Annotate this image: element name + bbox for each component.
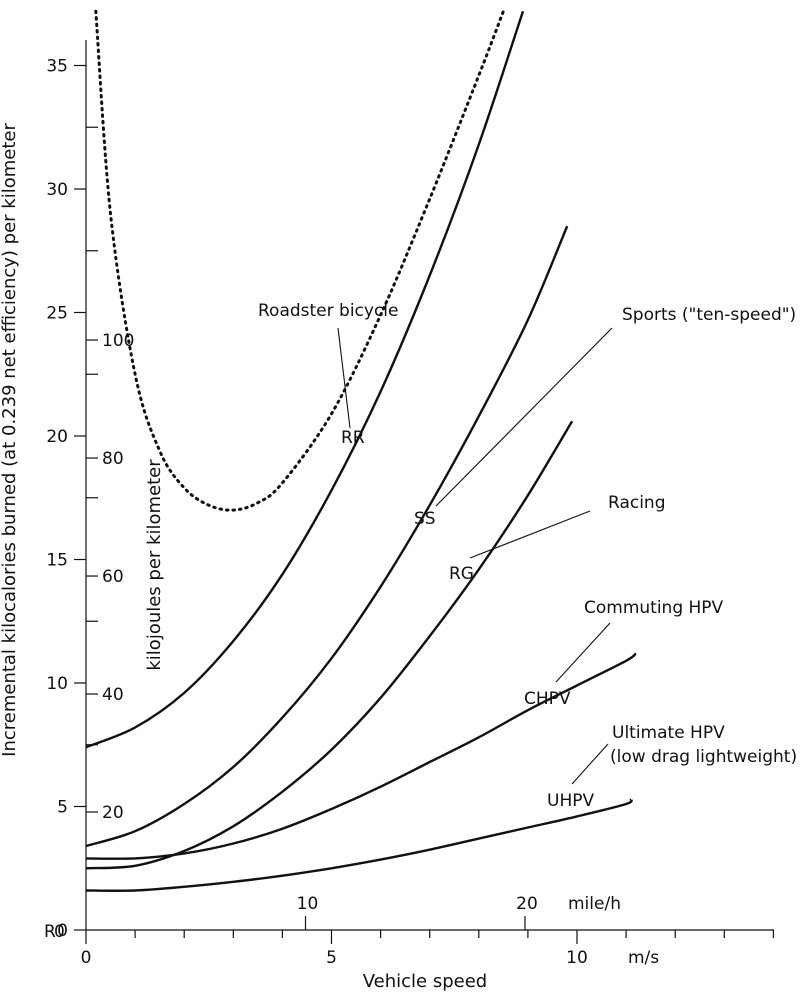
ultimate-leader-line	[571, 743, 609, 785]
x-tick-label: 10	[566, 948, 588, 968]
secondary-y-tick-label: 40	[102, 685, 124, 705]
series-line-rr	[94, 9, 505, 512]
secondary-x-tick-label: 10	[297, 894, 319, 914]
series-line-uhpv	[85, 798, 633, 892]
axes	[85, 40, 774, 931]
roadster-label: Roadster bicycle	[258, 301, 398, 321]
chpv-code-label: CHPV	[524, 689, 571, 709]
series-line-rg	[85, 225, 569, 848]
secondary-x-tick-label: 20	[516, 894, 538, 914]
sports-label: Sports ("ten-speed")	[622, 305, 796, 325]
roadster-leader-line	[337, 327, 351, 429]
y-tick-label: 25	[46, 304, 68, 324]
y-tick-label: 20	[46, 427, 68, 447]
rg-code-label: RG	[449, 564, 474, 584]
x-tick-label: 5	[326, 948, 337, 968]
y-tick-label: 5	[57, 798, 68, 818]
x-unit-label: m/s	[628, 948, 659, 968]
ss-code-label: SS	[414, 509, 436, 529]
commuting-label: Commuting HPV	[584, 598, 724, 618]
ticks	[74, 64, 775, 944]
secondary-x-unit-label: mile/h	[568, 894, 621, 914]
curves	[85, 9, 637, 892]
ultimate-label-line2: (low drag lightweight)	[610, 747, 797, 767]
y-tick-label: 0	[57, 921, 68, 941]
x-axis-title: Vehicle speed	[363, 971, 487, 992]
y-tick-label: 30	[46, 180, 68, 200]
y-tick-label: 15	[46, 551, 68, 571]
sports-leader-line	[435, 327, 613, 507]
secondary-y-tick-label: 80	[102, 449, 124, 469]
secondary-y-axis-title: kilojoules per kilometer	[144, 459, 165, 671]
racing-leader-line	[469, 510, 591, 559]
racing-label: Racing	[608, 493, 666, 513]
series-line-ss	[85, 10, 525, 749]
annotation-leaders	[337, 327, 613, 785]
rr-code-label: RR	[341, 428, 365, 448]
y-axis-title: Incremental kilocalories burned (at 0.23…	[0, 123, 20, 757]
y-tick-label: 10	[46, 674, 68, 694]
x-tick-label: 0	[81, 948, 92, 968]
secondary-y-tick-label: 20	[102, 803, 124, 823]
secondary-y-tick-label: 60	[102, 567, 124, 587]
commuting-leader-line	[555, 622, 611, 683]
secondary-y-tick-label: 0	[54, 922, 65, 942]
ultimate-label-line1: Ultimate HPV	[612, 723, 725, 743]
series-line-unlabeled	[85, 652, 637, 860]
y-tick-label: 35	[46, 57, 68, 77]
uhpv-code-label: UHPV	[547, 791, 594, 811]
origin-label: R	[44, 922, 56, 942]
